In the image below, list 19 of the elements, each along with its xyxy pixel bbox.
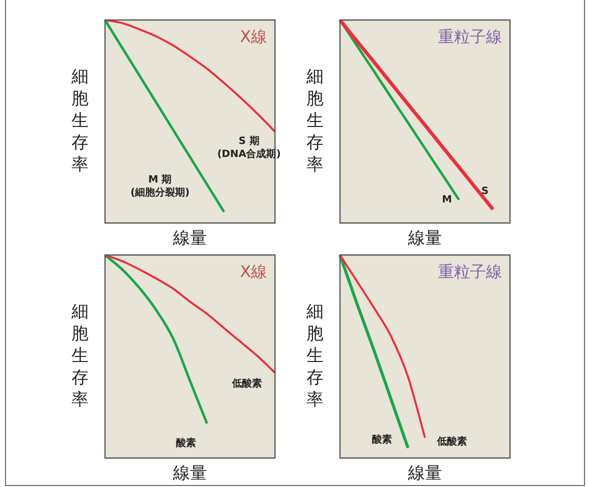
y-axis-title: 細胞生存率 [306, 66, 324, 175]
x-axis-title: 線量 [172, 463, 207, 484]
text: X線 [240, 27, 267, 46]
x-axis-title: 線量 [172, 228, 207, 248]
x-axis-title: 線量 [407, 228, 442, 248]
y-axis-title: 細胞生存率 [306, 302, 324, 410]
text: 重粒子線 [438, 27, 502, 46]
y-axis-title: 細胞生存率 [70, 302, 88, 410]
y-axis-title: 細胞生存率 [70, 66, 88, 175]
series-label: S [481, 186, 489, 197]
series-label: M [442, 194, 452, 206]
series-label: 酸素 [176, 437, 196, 450]
series-label: 低酸素 [436, 435, 467, 448]
text: 重粒子線 [438, 262, 502, 282]
series-label: 低酸素 [231, 377, 262, 390]
series-label: M 期 (細胞分裂期) [130, 173, 190, 198]
text: X線 [240, 262, 267, 282]
series-label: 酸素 [372, 433, 392, 446]
x-axis-title: 線量 [407, 463, 442, 484]
